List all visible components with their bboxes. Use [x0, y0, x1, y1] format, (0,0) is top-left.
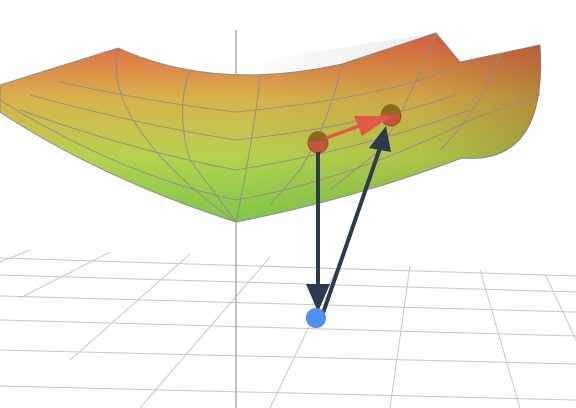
projection-arrow-up — [320, 126, 391, 317]
ground-grid — [0, 249, 576, 408]
base-point — [306, 308, 326, 328]
surface-point-end-top — [381, 104, 401, 114]
projection-arrow-down — [306, 152, 330, 312]
surface-point-start-top — [308, 131, 328, 141]
surface-step-arrow — [325, 116, 392, 140]
loss-surface — [0, 32, 542, 223]
surface-right-shade — [236, 33, 541, 222]
